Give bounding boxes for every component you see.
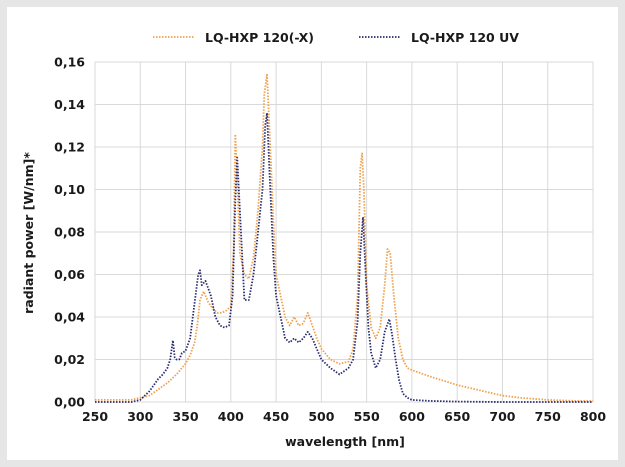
y-tick-label: 0,08 [54,225,85,240]
y-tick-label: 0,10 [54,182,85,197]
x-tick-label: 500 [308,409,334,424]
x-tick-label: 600 [399,409,425,424]
y-tick-label: 0,04 [54,310,85,325]
y-tick-label: 0,16 [54,55,85,70]
x-tick-label: 400 [218,409,244,424]
x-axis-title: wavelength [nm] [285,434,405,449]
y-tick-label: 0,06 [54,267,85,282]
x-tick-label: 450 [263,409,289,424]
series-line-lq-hxp-120-x [95,73,593,402]
y-tick-label: 0,14 [54,97,85,112]
y-tick-label: 0,00 [54,395,85,410]
y-tick-label: 0,12 [54,140,85,155]
x-tick-label: 650 [444,409,470,424]
chart-legend: LQ-HXP 120(-X) LQ-HXP 120 UV [153,30,519,45]
x-tick-label: 250 [82,409,108,424]
series-layer [95,73,593,403]
y-axis-title: radiant power [W/nm]* [21,152,36,314]
y-tick-label: 0,02 [54,352,85,367]
x-axis-ticks: 250 300 350 400 450 500 550 600 650 700 750 800 [82,409,606,424]
x-tick-label: 750 [535,409,561,424]
x-tick-label: 300 [127,409,153,424]
x-tick-label: 350 [172,409,198,424]
series-line-lq-hxp-120-uv [95,112,593,403]
legend-label-lq-hxp-120-uv: LQ-HXP 120 UV [411,30,519,45]
y-axis-ticks: 0,00 0,02 0,04 0,06 0,08 0,10 0,12 0,14 0,16 [54,55,85,410]
spectrum-chart: 0,00 0,02 0,04 0,06 0,08 0,10 0,12 0,14 0,16 250… [21,30,606,449]
x-tick-label: 800 [580,409,606,424]
chart-grid [94,61,594,403]
chart-panel: 0,00 0,02 0,04 0,06 0,08 0,10 0,12 0,14 0,16 250… [7,7,618,460]
x-tick-label: 550 [354,409,380,424]
x-tick-label: 700 [489,409,515,424]
legend-label-lq-hxp-120-x: LQ-HXP 120(-X) [205,30,314,45]
